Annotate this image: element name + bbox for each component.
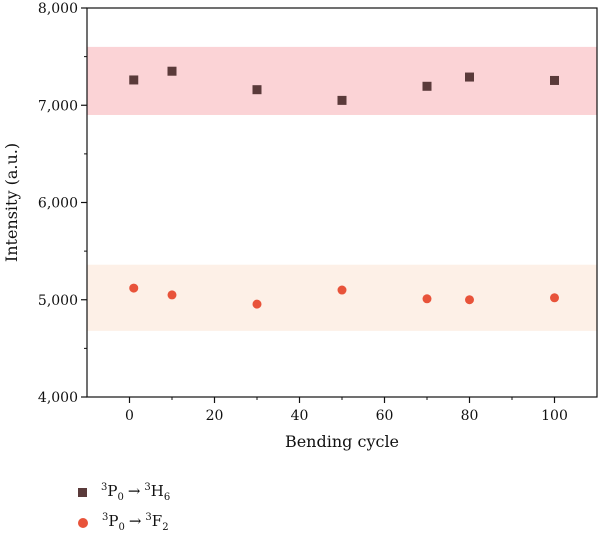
legend-item-series-1: 3P0 → 3H6 bbox=[78, 482, 170, 503]
legend-item-series-2: 3P0 → 3F2 bbox=[78, 512, 169, 533]
data-point-series-2 bbox=[550, 293, 559, 303]
x-axis-title: Bending cycle bbox=[285, 432, 399, 451]
data-point-series-1 bbox=[550, 75, 559, 85]
bands-layer bbox=[87, 46, 597, 331]
data-point-series-1 bbox=[129, 75, 139, 85]
band-2 bbox=[87, 264, 597, 331]
y-tick-label: 5,000 bbox=[38, 293, 78, 309]
points-layer bbox=[129, 66, 559, 309]
data-point-series-2 bbox=[129, 283, 139, 293]
data-point-series-1 bbox=[252, 85, 262, 95]
x-tick-label: 100 bbox=[541, 408, 568, 424]
x-tick-label: 80 bbox=[461, 408, 479, 424]
data-point-series-2 bbox=[465, 295, 474, 305]
x-tick-label: 40 bbox=[291, 408, 309, 424]
data-point-series-1 bbox=[167, 66, 177, 76]
y-tick-label: 4,000 bbox=[38, 390, 78, 406]
data-point-series-1 bbox=[337, 95, 347, 105]
y-tick-label: 7,000 bbox=[38, 98, 78, 114]
y-tick-label: 6,000 bbox=[38, 196, 78, 212]
data-point-series-1 bbox=[465, 72, 474, 82]
circle-marker-icon bbox=[78, 517, 88, 528]
data-point-series-2 bbox=[337, 285, 347, 295]
legend-label-series-1: 3P0 → 3H6 bbox=[101, 482, 171, 503]
y-axis-title: Intensity (a.u.) bbox=[2, 143, 21, 262]
y-axis: 4,000 5,000 6,000 7,000 8,000 bbox=[38, 1, 87, 406]
data-point-series-2 bbox=[167, 290, 177, 300]
x-tick-label: 20 bbox=[206, 408, 224, 424]
x-tick-label: 60 bbox=[376, 408, 394, 424]
data-point-series-1 bbox=[422, 81, 432, 91]
legend-label-series-2: 3P0 → 3F2 bbox=[102, 512, 169, 533]
square-marker-icon bbox=[78, 488, 87, 497]
y-tick-label: 8,000 bbox=[38, 1, 78, 17]
x-tick-label: 0 bbox=[125, 408, 134, 424]
data-point-series-2 bbox=[252, 299, 262, 309]
x-axis: 0 20 40 60 80 100 bbox=[125, 397, 568, 424]
data-point-series-2 bbox=[422, 294, 432, 304]
